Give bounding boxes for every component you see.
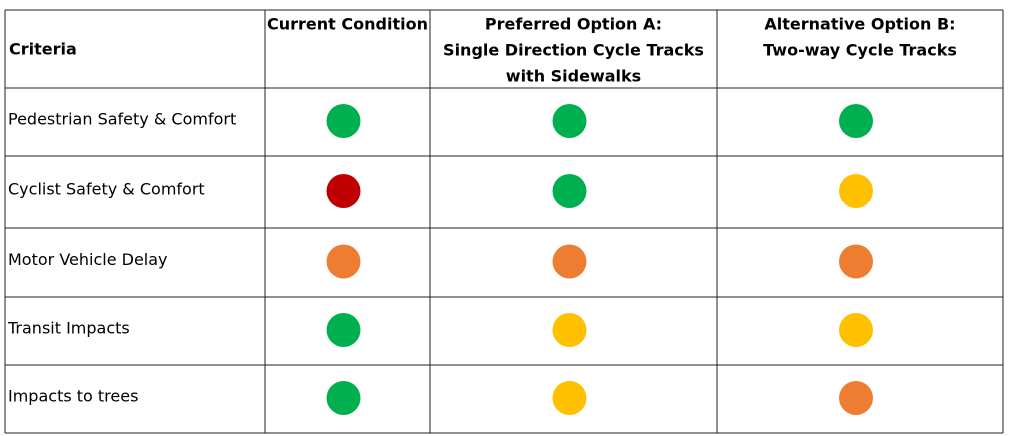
rating-dot <box>552 104 587 138</box>
rating-dot <box>839 313 873 347</box>
rating-dot <box>326 244 361 279</box>
rating-dot <box>839 104 873 138</box>
rating-dot <box>552 174 587 208</box>
header-cell: Two-way Cycle Tracks <box>763 41 957 60</box>
rating-dot <box>326 104 361 138</box>
row-label: Motor Vehicle Delay <box>8 250 168 269</box>
rating-dot <box>552 244 587 279</box>
rating-dot <box>839 381 873 415</box>
header-cell: Alternative Option B: <box>764 15 955 34</box>
row-label: Transit Impacts <box>7 319 130 338</box>
row-label: Cyclist Safety & Comfort <box>8 180 205 199</box>
header-cell: with Sidewalks <box>506 67 641 86</box>
rating-dot <box>552 313 587 347</box>
rating-dot <box>839 244 873 279</box>
header-cell: Single Direction Cycle Tracks <box>443 41 704 60</box>
row-label: Impacts to trees <box>8 387 138 406</box>
row-label: Pedestrian Safety & Comfort <box>8 110 236 129</box>
rating-dot <box>839 174 873 208</box>
rating-dot <box>326 174 361 208</box>
rating-dot <box>552 381 587 415</box>
rating-dot <box>326 313 361 347</box>
header-cell: Criteria <box>9 40 77 59</box>
header-cell: Preferred Option A: <box>485 15 662 34</box>
header-cell: Current Condition <box>267 15 428 34</box>
rating-dot <box>326 381 361 415</box>
